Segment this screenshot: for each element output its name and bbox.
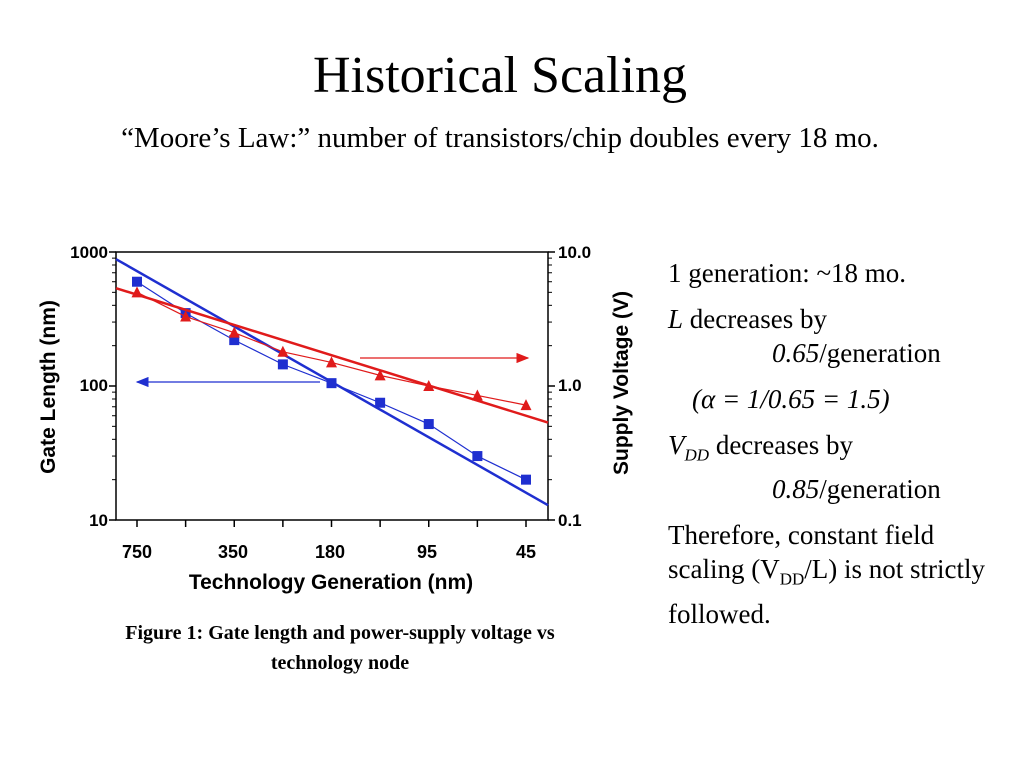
x-tick-label: 180 [315, 542, 345, 562]
note-l-decrease: L decreases by 0.65/generation [668, 304, 941, 368]
y-tick-label-left: 100 [80, 376, 108, 395]
supply-voltage-point [520, 399, 532, 411]
y-tick-label-right: 1.0 [558, 376, 582, 395]
y-tick-label-left: 10 [89, 511, 108, 530]
gate-length-point [472, 451, 483, 462]
gate-length-point [521, 474, 531, 485]
y-axis-label-right: Supply Voltage (V) [610, 291, 633, 475]
gate-length-point [132, 276, 142, 287]
gate-length-point [277, 359, 288, 370]
supply-voltage-point [180, 310, 192, 322]
figure-caption-line-1: Figure 1: Gate length and power-supply v… [125, 622, 555, 644]
gate-length-point [229, 335, 240, 346]
note-alpha: (α = 1/0.65 = 1.5) [692, 384, 890, 414]
y-tick-label-right: 10.0 [558, 243, 591, 262]
figure-caption-line-2: technology node [271, 652, 409, 674]
supply-voltage-point [423, 380, 435, 391]
supply-voltage-point [471, 389, 483, 401]
x-tick-label: 45 [516, 542, 536, 562]
supply-voltage-point [131, 286, 143, 298]
x-tick-label: 750 [122, 542, 152, 562]
notes-panel: 1 generation: ~18 mo. L decreases by 0.65… [668, 256, 1008, 643]
x-tick-label: 350 [218, 542, 248, 562]
supply-voltage-point [228, 326, 240, 338]
x-tick-label: 95 [417, 542, 437, 562]
x-axis-label: Technology Generation (nm) [189, 571, 473, 594]
slide-title: Historical Scaling [312, 47, 688, 104]
series-line-vdd [136, 291, 527, 406]
note-vdd-decrease: VDD decreases by 0.85/generation [668, 430, 941, 505]
supply-voltage-point [326, 356, 337, 368]
trend-line-vdd [115, 286, 549, 424]
chart: 1000 100 10 10.0 1.0 0.1 750 350 180 95 … [37, 243, 633, 674]
note-generation: 1 generation: ~18 mo. [668, 258, 907, 288]
supply-voltage-point [277, 345, 289, 357]
y-axis-label-left: Gate Length (nm) [37, 300, 60, 474]
y-tick-label-left: 1000 [70, 243, 108, 262]
note-therefore: Therefore, constant field scaling (VDD/L… [668, 520, 986, 629]
gate-length-point [326, 378, 337, 389]
supply-voltage-point [374, 369, 386, 381]
y-tick-label-right: 0.1 [558, 511, 582, 530]
slide-subtitle: “Moore’s Law:” number of transistors/chi… [121, 122, 879, 154]
gate-length-point [375, 397, 386, 408]
gate-length-point [423, 419, 434, 430]
